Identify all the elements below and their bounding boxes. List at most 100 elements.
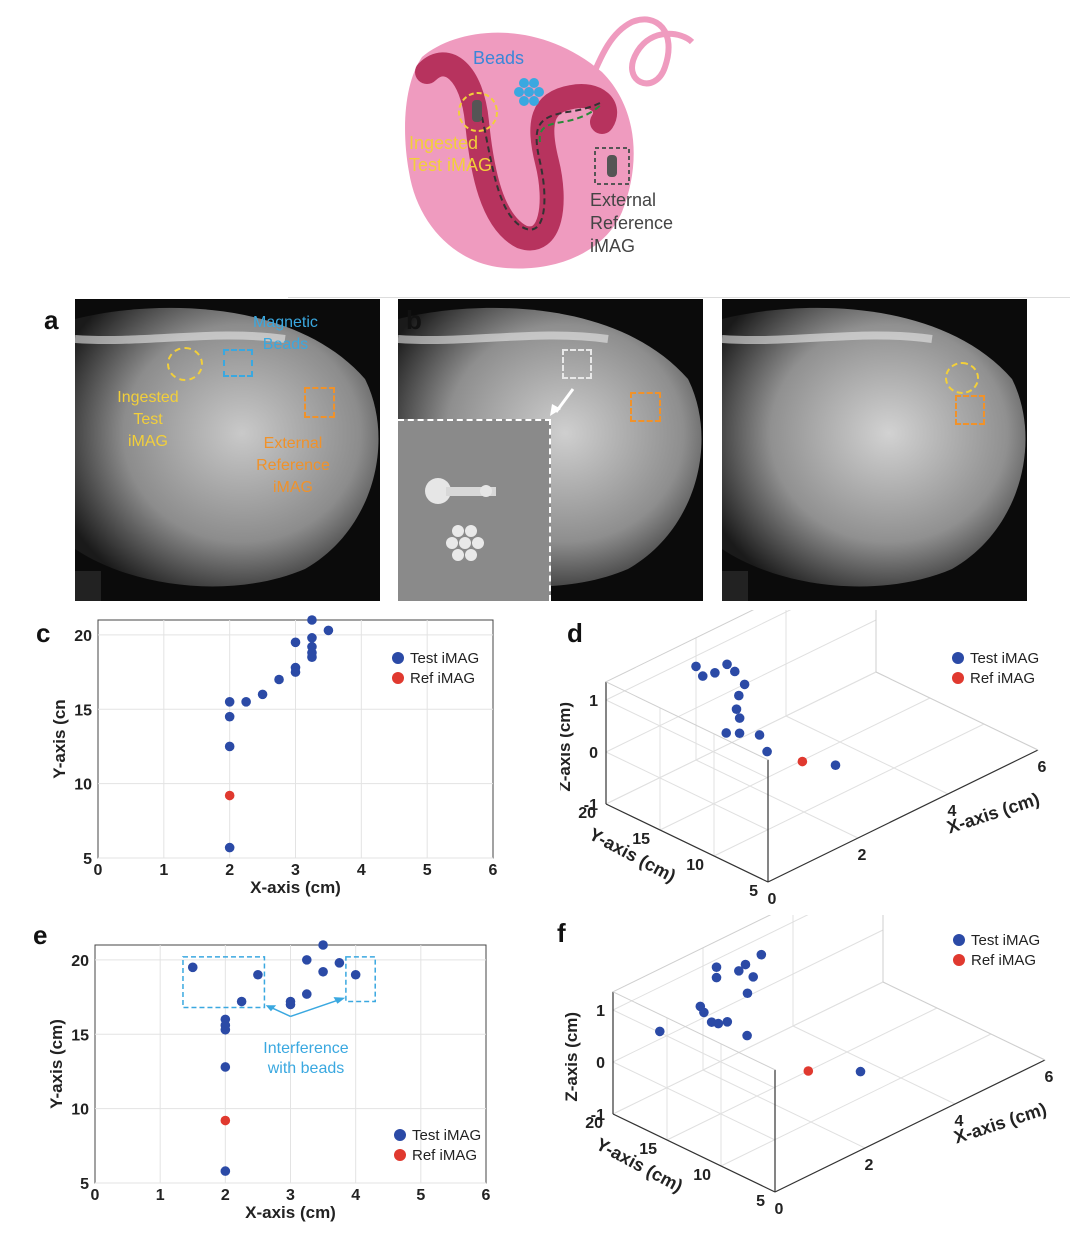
x-axis-label: X-axis (cm) xyxy=(250,878,341,897)
test-point xyxy=(290,662,301,673)
test-point xyxy=(742,1030,752,1041)
test-point xyxy=(855,1066,866,1077)
interference-box-right xyxy=(345,956,376,1003)
x-tick-label: 4 xyxy=(357,862,366,879)
test-point xyxy=(274,674,284,685)
axis-edge xyxy=(605,610,755,683)
y-tick-label: 10 xyxy=(71,1102,89,1119)
wall-grid-back xyxy=(605,610,792,701)
test-point xyxy=(713,1018,724,1029)
legend-ref-marker xyxy=(952,672,964,684)
test-point xyxy=(224,741,235,752)
schematic-external-line3: iMAG xyxy=(590,236,635,256)
xray-a-ingested-line1: Ingested xyxy=(117,389,179,406)
annotation-e-line2: with beads xyxy=(267,1060,345,1077)
xray-c-ref-box xyxy=(955,395,985,425)
floor-grid-x xyxy=(695,759,859,839)
schematic-ingested-line2: Test iMAG xyxy=(409,155,493,175)
xray-a-ingested-line2: Test xyxy=(133,411,163,428)
legend-ref-marker xyxy=(392,672,404,684)
axis-edge xyxy=(605,803,769,883)
y-tick-label: 5 xyxy=(749,883,758,900)
x-axis-label: X-axis (cm) xyxy=(245,1203,336,1222)
legend-test-label: Test iMAG xyxy=(412,1127,481,1144)
test-point xyxy=(236,996,247,1007)
chart-c: 0 1 2 3 4 5 6 5 10 15 20 X-axis (cm) Y-axis (cn Test … xyxy=(50,615,498,897)
interference-box-left xyxy=(182,956,266,1009)
y-tick-label: 20 xyxy=(585,1115,603,1132)
y-tick-label: 5 xyxy=(83,851,92,868)
panel-letter-d: d xyxy=(567,618,583,648)
test-point xyxy=(307,641,317,652)
test-point xyxy=(748,972,759,982)
test-point xyxy=(697,671,708,681)
schematic: Beads Ingested Test iMAG External Refere… xyxy=(397,12,695,276)
test-point xyxy=(224,842,235,853)
test-point xyxy=(301,955,312,965)
wall-grid-back xyxy=(612,915,809,1011)
x-tick-label: 0 xyxy=(768,891,777,908)
test-point xyxy=(729,666,740,677)
z-tick-label: 0 xyxy=(596,1055,605,1072)
x-tick-label: 2 xyxy=(221,1187,230,1204)
interference-arrowhead-left xyxy=(265,1005,277,1012)
panel-letter-f: f xyxy=(557,918,566,948)
schematic-drawing xyxy=(405,16,695,269)
x-tick-label: 5 xyxy=(423,862,432,879)
legend-ref-marker xyxy=(394,1149,406,1161)
xray-b-inset xyxy=(398,419,551,601)
floor-grid-y xyxy=(713,723,985,857)
test-point xyxy=(290,637,301,648)
x-tick-label: 4 xyxy=(351,1187,360,1204)
schematic-ref-box xyxy=(594,147,630,185)
test-point xyxy=(722,659,732,670)
y-axis-label: Y-axis (cn xyxy=(50,699,69,778)
y-tick-label: 15 xyxy=(74,702,92,719)
test-point xyxy=(721,728,732,738)
x-tick-label: 1 xyxy=(159,862,168,879)
x-tick-label: 5 xyxy=(416,1187,425,1204)
schematic-ingested-line1: Ingested xyxy=(409,133,479,153)
test-point xyxy=(220,1014,231,1025)
axis-edge xyxy=(612,991,776,1071)
legend-test-marker xyxy=(392,652,404,664)
test-point xyxy=(350,969,361,980)
xray-b-beads-box xyxy=(562,349,592,379)
xray-a-magnetic-line2: Beads xyxy=(262,336,309,353)
floor-grid-y xyxy=(659,697,931,831)
xray-b-inset-image xyxy=(425,478,496,561)
xray-c xyxy=(722,299,1027,601)
schematic-external-line1: External xyxy=(590,190,657,210)
floor-grid-y xyxy=(666,1007,938,1141)
test-point xyxy=(301,989,312,999)
xray-a-external-label: External Reference iMAG xyxy=(243,433,343,499)
wall-grid-side xyxy=(612,1009,776,1089)
y-tick-label: 10 xyxy=(686,857,704,874)
test-point xyxy=(711,962,722,972)
y-tick-label: 5 xyxy=(80,1176,89,1193)
y-tick-label: 5 xyxy=(756,1193,765,1210)
test-point xyxy=(187,962,198,973)
schematic-ref-capsule xyxy=(607,155,617,177)
wall-grid-side xyxy=(612,1061,776,1141)
xray-a-beads-box xyxy=(223,349,253,377)
interference-arrow-right xyxy=(290,997,343,1018)
xray-a-test-circle xyxy=(167,347,203,381)
panel-letter-b: b xyxy=(406,305,422,335)
test-point xyxy=(307,633,317,643)
panel-letter-c: c xyxy=(36,618,51,648)
test-point xyxy=(756,949,767,960)
legend-test-label: Test iMAG xyxy=(410,650,479,667)
annotation-e-line1: Interference xyxy=(263,1040,349,1057)
axis-edge xyxy=(882,981,1046,1061)
schematic-beads xyxy=(514,78,544,106)
ref-point xyxy=(797,756,808,767)
test-point xyxy=(739,679,750,690)
xray-a-body xyxy=(75,307,379,601)
xray-a-magnetic-label: Magnetic Beads xyxy=(253,312,318,356)
test-point xyxy=(285,996,296,1007)
schematic-beads-label: Beads xyxy=(473,48,525,68)
test-point xyxy=(655,1026,665,1037)
test-point xyxy=(830,760,841,770)
